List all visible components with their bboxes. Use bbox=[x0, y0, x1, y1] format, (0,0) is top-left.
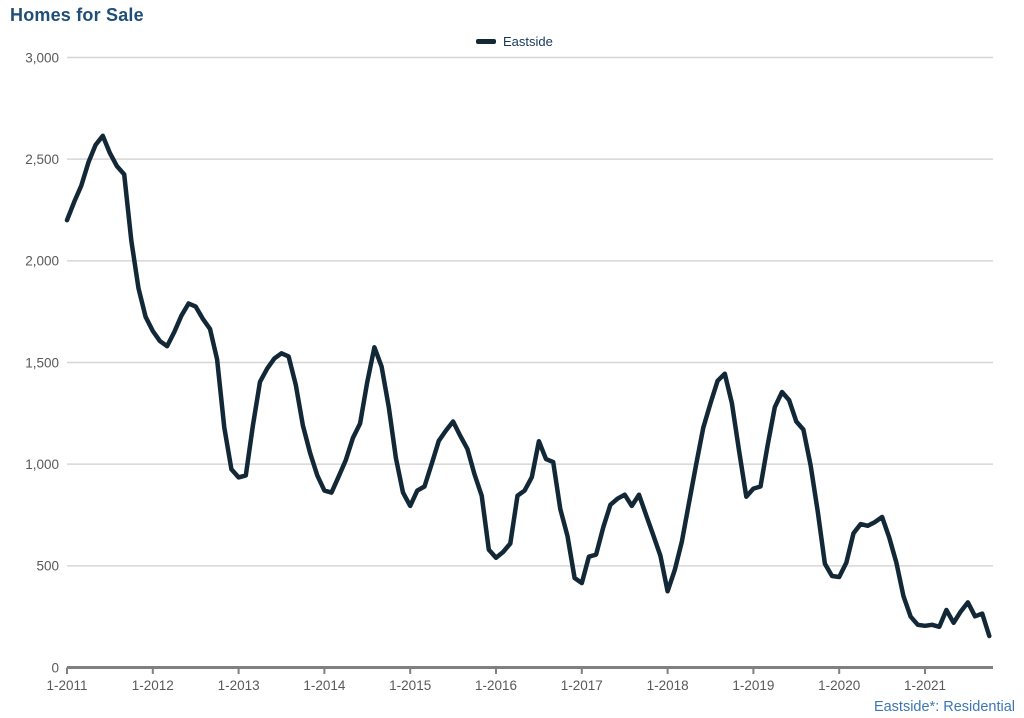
x-tick-label: 1-2017 bbox=[561, 678, 603, 693]
legend-label: Eastside bbox=[503, 34, 553, 49]
x-tick-label: 1-2016 bbox=[475, 678, 517, 693]
y-tick-label: 2,000 bbox=[25, 254, 59, 269]
footer-note: Eastside*: Residential bbox=[873, 699, 1015, 715]
x-tick-label: 1-2015 bbox=[389, 678, 431, 693]
legend: Eastside bbox=[476, 34, 553, 49]
x-tick-label: 1-2021 bbox=[904, 678, 946, 693]
eastside-line bbox=[64, 133, 992, 639]
x-tick-label: 1-2011 bbox=[46, 678, 87, 693]
y-tick-label: 2,500 bbox=[25, 152, 59, 167]
x-tick-label: 1-2012 bbox=[132, 678, 174, 693]
y-tick-label: 0 bbox=[51, 660, 59, 675]
x-tick-label: 1-2018 bbox=[647, 678, 689, 693]
x-tick-label: 1-2013 bbox=[218, 678, 260, 693]
y-tick-label: 500 bbox=[36, 559, 59, 574]
y-tick-label: 3,000 bbox=[25, 50, 59, 65]
x-tick-label: 1-2014 bbox=[303, 678, 346, 693]
y-tick-label: 1,500 bbox=[25, 355, 59, 370]
page-title: Homes for Sale bbox=[10, 5, 144, 25]
y-tick-label: 1,000 bbox=[25, 457, 59, 472]
x-tick-label: 1-2019 bbox=[732, 678, 774, 693]
eastside-legend-swatch bbox=[476, 39, 496, 44]
x-tick-label: 1-2020 bbox=[818, 678, 860, 693]
